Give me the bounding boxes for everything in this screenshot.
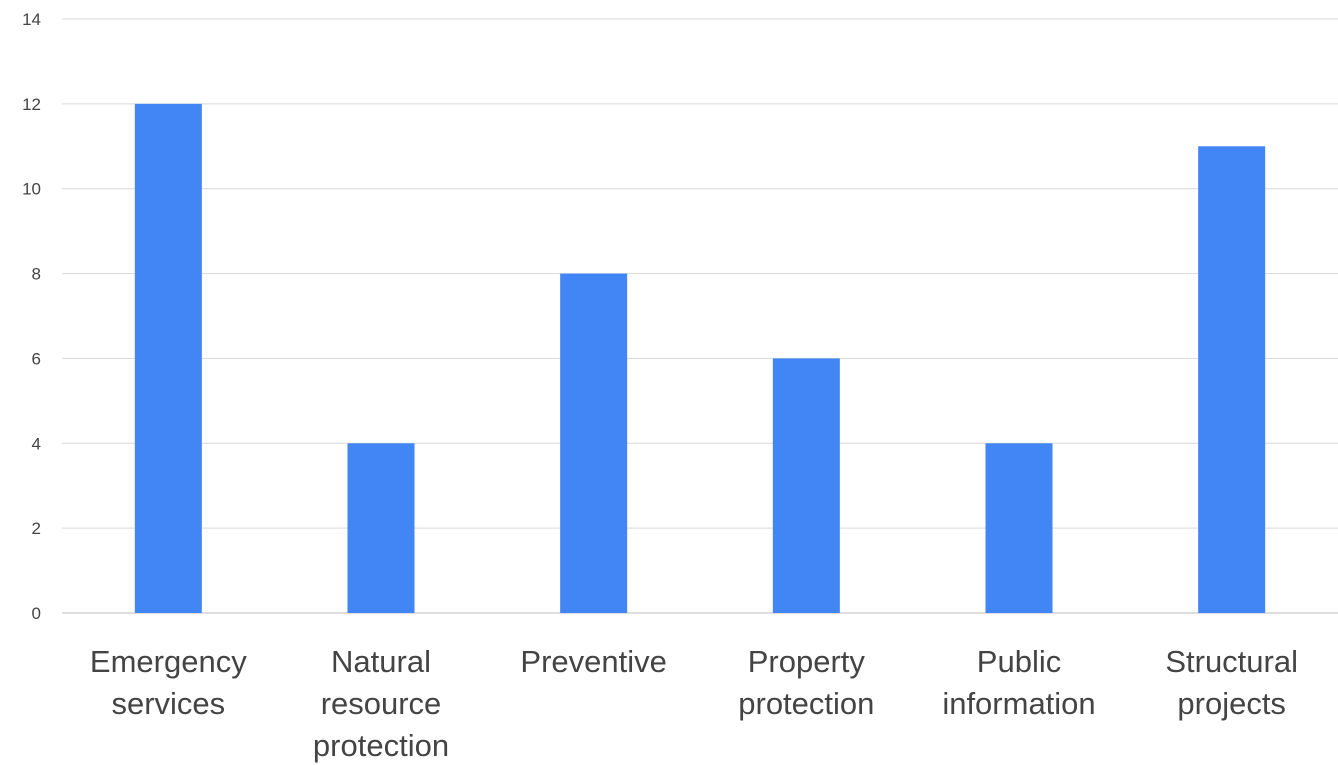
- x-category-label-line: services: [111, 686, 225, 721]
- x-category-label: Natural resource protection: [313, 644, 449, 763]
- bar-4: [985, 443, 1053, 613]
- y-tick-label: 0: [32, 604, 41, 623]
- bar-2: [560, 273, 628, 613]
- y-tick-label: 2: [32, 519, 41, 538]
- x-category-label: Property protection: [738, 644, 874, 721]
- x-category-label-line: Public: [977, 644, 1061, 679]
- x-category-label-line: resource: [321, 686, 442, 721]
- y-tick-label: 12: [22, 95, 41, 114]
- bar-5: [1198, 146, 1266, 614]
- x-category-label-line: Property: [748, 644, 866, 679]
- bar-0: [134, 103, 202, 613]
- x-category-label-line: Emergency: [90, 644, 247, 679]
- bar-layer: [134, 103, 1266, 614]
- y-tick-label: 10: [22, 180, 41, 199]
- x-category-label-line: projects: [1177, 686, 1286, 721]
- x-category-label-line: Structural: [1165, 644, 1298, 679]
- bar-3: [772, 358, 840, 613]
- grid-layer: [62, 18, 1338, 614]
- y-tick-label: 6: [32, 349, 41, 368]
- y-tick-label: 4: [32, 434, 41, 453]
- x-category-label: Public information: [942, 644, 1095, 721]
- x-category-label-line: protection: [738, 686, 874, 721]
- x-category-label-line: protection: [313, 728, 449, 763]
- x-category-label: Structural projects: [1165, 644, 1298, 721]
- x-category-label-line: information: [942, 686, 1095, 721]
- x-category-label-line: Preventive: [520, 644, 666, 679]
- x-axis-labels: Emergency services Natural resource protecti…: [90, 644, 1298, 763]
- x-category-label: Preventive: [520, 644, 666, 679]
- x-category-label-line: Natural: [331, 644, 431, 679]
- y-tick-label: 14: [22, 10, 41, 29]
- x-category-label: Emergency services: [90, 644, 247, 721]
- y-tick-label: 8: [32, 265, 41, 284]
- y-axis-ticks: 0 2 4 6 8 10 12 14: [22, 10, 41, 623]
- bar-1: [347, 443, 415, 613]
